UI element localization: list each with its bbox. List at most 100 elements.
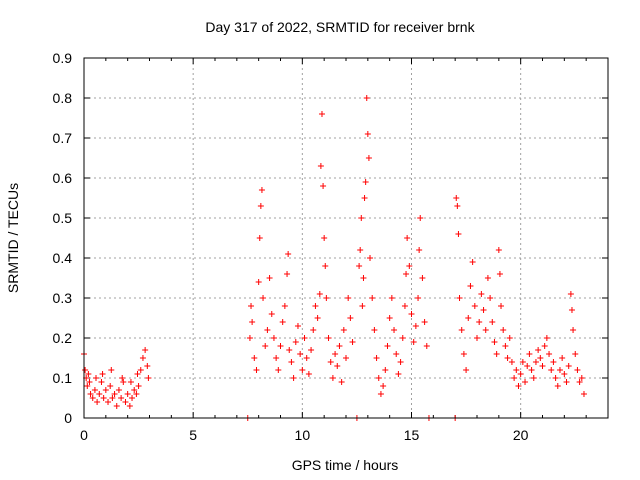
y-tick-label: 0.3 [53, 290, 73, 306]
data-point [365, 155, 372, 161]
data-point [281, 303, 288, 309]
data-point [384, 343, 391, 349]
data-point [404, 235, 411, 241]
data-point [391, 327, 398, 333]
data-point [416, 247, 423, 253]
data-point [478, 291, 485, 297]
data-point [356, 263, 363, 269]
data-point [524, 363, 531, 369]
data-point [537, 355, 544, 361]
y-tick-label: 0.8 [53, 90, 73, 106]
data-point [284, 271, 291, 277]
data-point [526, 351, 533, 357]
data-point [285, 251, 292, 257]
data-point [421, 319, 428, 325]
data-point [454, 203, 461, 209]
data-point [519, 359, 526, 365]
data-point [408, 311, 415, 317]
data-point [327, 359, 334, 365]
data-point [574, 367, 581, 373]
data-point [543, 335, 550, 341]
data-point [498, 303, 505, 309]
data-point [467, 283, 474, 289]
y-tick-label: 0.9 [53, 50, 73, 66]
data-point [105, 399, 112, 405]
data-point [570, 327, 577, 333]
data-point [502, 343, 509, 349]
data-point [373, 355, 380, 361]
data-point [528, 367, 535, 373]
data-point [399, 335, 406, 341]
data-point [410, 339, 417, 345]
data-point [256, 235, 263, 241]
data-point [145, 375, 152, 381]
data-point [552, 375, 559, 381]
axis-ticks: 0 0.1 0.2 0.3 0.4 0.5 0.6 0.7 0.8 0.9 0 5 10 15 20 [53, 50, 608, 443]
data-point [100, 395, 107, 401]
x-tick-label: 15 [404, 427, 420, 443]
data-point [522, 379, 529, 385]
data-point [318, 111, 325, 117]
data-point [480, 307, 487, 313]
data-point [403, 271, 410, 277]
data-point [325, 335, 332, 341]
data-point [310, 327, 317, 333]
data-point [277, 343, 284, 349]
data-point [109, 395, 116, 401]
data-point [308, 347, 315, 353]
data-point [253, 367, 260, 373]
data-point [506, 335, 513, 341]
data-point [386, 315, 393, 321]
data-point [572, 351, 579, 357]
data-point [423, 343, 430, 349]
data-point [336, 343, 343, 349]
data-point [546, 351, 553, 357]
data-point [322, 263, 329, 269]
data-point [559, 355, 566, 361]
data-point [508, 359, 515, 365]
data-point [456, 295, 463, 301]
data-point [504, 355, 511, 361]
x-axis-label: GPS time / hours [292, 457, 399, 473]
data-point [556, 367, 563, 373]
data-point [119, 375, 126, 381]
data-point [455, 231, 462, 237]
data-point [548, 367, 555, 373]
y-axis-label: SRMTID / TECUs [5, 183, 21, 293]
data-point [563, 379, 570, 385]
data-point [86, 379, 93, 385]
data-point [129, 395, 136, 401]
data-point [382, 367, 389, 373]
data-point [476, 319, 483, 325]
data-point [338, 379, 345, 385]
data-point [363, 95, 370, 101]
data-point [292, 339, 299, 345]
data-point [469, 259, 476, 265]
data-point [343, 355, 349, 361]
data-point [489, 319, 496, 325]
data-point [515, 383, 522, 389]
data-point [453, 195, 460, 201]
y-tick-label: 0.7 [53, 130, 73, 146]
data-point [303, 355, 310, 361]
data-point [113, 403, 120, 409]
y-tick-label: 0.6 [53, 170, 73, 186]
data-point [334, 363, 341, 369]
data-point [246, 335, 253, 341]
data-point [107, 383, 114, 389]
data-point [297, 351, 304, 357]
data-point [580, 391, 587, 397]
data-point [301, 335, 308, 341]
data-point [288, 359, 295, 365]
data-point [495, 247, 502, 253]
data-point [359, 303, 366, 309]
data-point [364, 131, 371, 137]
data-point [367, 255, 374, 261]
data-point [511, 375, 518, 381]
data-point [530, 375, 537, 381]
data-point [561, 371, 568, 377]
data-point [487, 295, 494, 301]
data-point [82, 367, 89, 373]
data-point [93, 375, 100, 381]
data-point [89, 395, 96, 401]
